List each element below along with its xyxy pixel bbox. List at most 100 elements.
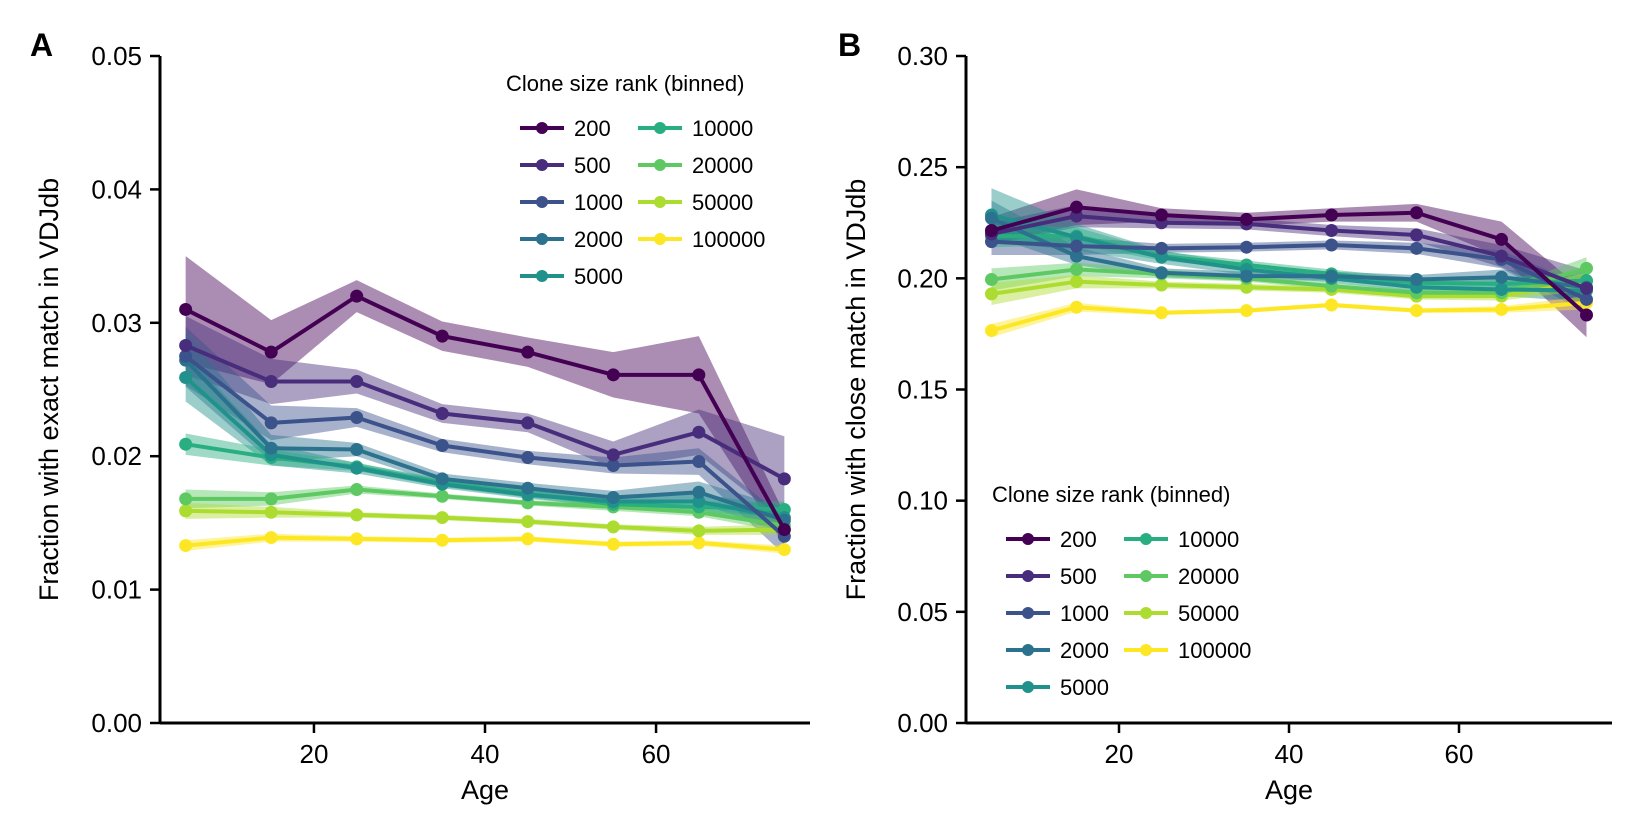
point-2000 <box>1410 272 1423 286</box>
legend-item-100000: 100000 <box>1124 638 1251 663</box>
point-5000 <box>692 495 706 509</box>
legend-item-200: 200 <box>1006 527 1097 552</box>
legend-item-1000: 1000 <box>520 190 623 215</box>
point-100000 <box>1325 298 1338 312</box>
point-2000 <box>1155 266 1168 280</box>
x-tick-label: 40 <box>471 739 500 769</box>
legend-swatch-marker <box>1022 644 1034 656</box>
point-100000 <box>521 532 535 546</box>
point-50000 <box>985 287 998 301</box>
point-100000 <box>1495 302 1508 316</box>
point-20000 <box>1580 261 1593 275</box>
legend-label: 200 <box>1060 527 1097 552</box>
point-100000 <box>1155 306 1168 320</box>
legend-item-20000: 20000 <box>638 153 753 178</box>
point-500 <box>1410 228 1423 242</box>
y-tick-label: 0.10 <box>897 486 948 516</box>
legend-label: 1000 <box>574 190 623 215</box>
point-100000 <box>435 533 449 547</box>
point-20000 <box>350 483 364 497</box>
band-100000 <box>991 296 1587 338</box>
legend-swatch-marker <box>536 159 548 171</box>
point-5000 <box>1155 250 1168 264</box>
point-100000 <box>1240 304 1253 318</box>
point-50000 <box>350 508 364 522</box>
x-tick-label: 20 <box>1105 739 1134 769</box>
point-50000 <box>606 520 620 534</box>
point-20000 <box>1070 262 1083 276</box>
line-100000 <box>185 535 785 552</box>
legend-item-10000: 10000 <box>1124 527 1239 552</box>
x-tick-label: 60 <box>1445 739 1474 769</box>
point-500 <box>435 407 449 421</box>
y-axis-title: Fraction with close match in VDJdb <box>841 179 871 601</box>
point-500 <box>264 374 278 388</box>
point-1000 <box>1580 292 1593 306</box>
legend-label: 50000 <box>1178 601 1239 626</box>
point-2000 <box>264 441 278 455</box>
y-tick-label: 0.01 <box>91 575 142 605</box>
point-5000 <box>1070 230 1083 244</box>
point-50000 <box>435 511 449 525</box>
x-tick-label: 20 <box>299 739 328 769</box>
point-200 <box>521 345 535 359</box>
legend-swatch-marker <box>654 196 666 208</box>
y-tick-label: 0.05 <box>897 597 948 627</box>
y-tick-label: 0.25 <box>897 152 948 182</box>
legend-swatch-marker <box>1140 570 1152 582</box>
legend-label: 1000 <box>1060 601 1109 626</box>
point-500 <box>179 338 193 352</box>
point-200 <box>985 224 998 238</box>
legend-item-5000: 5000 <box>520 264 623 289</box>
line-200 <box>990 205 1588 317</box>
point-200 <box>1155 208 1168 222</box>
series-100000 <box>179 531 791 557</box>
legend-swatch-marker <box>654 122 666 134</box>
line-5000 <box>184 376 785 520</box>
point-500 <box>692 425 706 439</box>
point-50000 <box>179 504 193 518</box>
legend-swatch-marker <box>1022 681 1034 693</box>
legend-swatch-marker <box>536 233 548 245</box>
point-200 <box>1070 200 1083 214</box>
point-100000 <box>606 537 620 551</box>
band-200 <box>185 256 785 546</box>
point-50000 <box>521 515 535 529</box>
legend-swatch-marker <box>654 159 666 171</box>
point-500 <box>521 416 535 430</box>
point-200 <box>264 345 278 359</box>
point-20000 <box>179 492 193 506</box>
point-1000 <box>435 439 449 453</box>
legend-label: 100000 <box>1178 638 1251 663</box>
point-500 <box>606 448 620 462</box>
legend-item-500: 500 <box>520 153 611 178</box>
legend-swatch-marker <box>1022 533 1034 545</box>
point-200 <box>692 368 706 382</box>
legend-swatch-marker <box>1140 533 1152 545</box>
point-200 <box>1580 308 1593 322</box>
line-1000 <box>991 239 1588 302</box>
line-50000 <box>185 508 785 533</box>
point-500 <box>1495 249 1508 263</box>
point-1000 <box>1325 238 1338 252</box>
series-500 <box>985 209 1593 295</box>
point-1000 <box>264 416 278 430</box>
series-500 <box>179 338 791 486</box>
legend-swatch-marker <box>1022 570 1034 582</box>
panel-b: B 0.00 0.05 0.10 0.15 0.20 0.25 0.30 20 40 60 Age Fr… <box>838 27 1612 805</box>
point-1000 <box>179 349 193 363</box>
y-tick-label: 0.04 <box>91 174 142 204</box>
legend-item-50000: 50000 <box>638 190 753 215</box>
legend-label: 100000 <box>692 227 765 252</box>
y-tick-label: 0.30 <box>897 41 948 71</box>
line-1000 <box>184 354 786 538</box>
x-axis-title: Age <box>1265 775 1313 805</box>
point-1000 <box>1410 241 1423 255</box>
legend-item-500: 500 <box>1006 564 1097 589</box>
line-2000 <box>184 358 785 523</box>
legend-label: 50000 <box>692 190 753 215</box>
point-20000 <box>985 272 998 286</box>
x-tick-label: 40 <box>1275 739 1304 769</box>
y-tick-label: 0.20 <box>897 263 948 293</box>
